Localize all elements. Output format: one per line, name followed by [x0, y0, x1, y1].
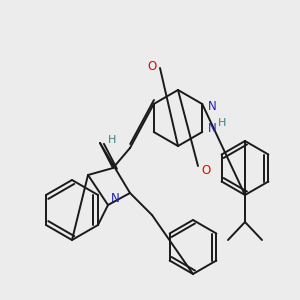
- Text: N: N: [111, 191, 120, 205]
- Text: O: O: [147, 59, 157, 73]
- Text: N: N: [208, 100, 217, 113]
- Text: N: N: [208, 122, 217, 134]
- Text: H: H: [218, 118, 226, 128]
- Text: H: H: [108, 135, 116, 145]
- Text: O: O: [201, 164, 211, 176]
